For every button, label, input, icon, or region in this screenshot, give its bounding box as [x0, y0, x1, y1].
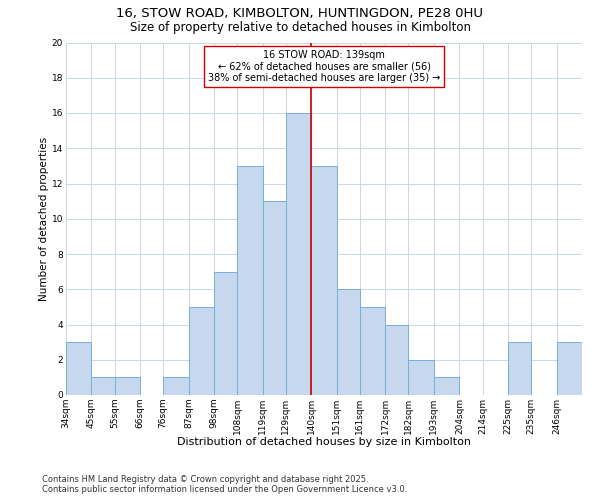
- Text: Contains HM Land Registry data © Crown copyright and database right 2025.
Contai: Contains HM Land Registry data © Crown c…: [42, 474, 407, 494]
- Bar: [508, 342, 531, 395]
- Text: 16 STOW ROAD: 139sqm
← 62% of detached houses are smaller (56)
38% of semi-detac: 16 STOW ROAD: 139sqm ← 62% of detached h…: [208, 50, 440, 82]
- Y-axis label: Number of detached properties: Number of detached properties: [39, 136, 49, 301]
- Bar: [385, 324, 409, 395]
- Bar: [409, 360, 434, 395]
- Text: Size of property relative to detached houses in Kimbolton: Size of property relative to detached ho…: [130, 21, 470, 34]
- Bar: [360, 307, 385, 395]
- Bar: [163, 378, 188, 395]
- Text: 16, STOW ROAD, KIMBOLTON, HUNTINGDON, PE28 0HU: 16, STOW ROAD, KIMBOLTON, HUNTINGDON, PE…: [116, 8, 484, 20]
- Bar: [286, 113, 311, 395]
- Bar: [91, 378, 115, 395]
- Bar: [557, 342, 582, 395]
- Bar: [188, 307, 214, 395]
- Bar: [434, 378, 460, 395]
- Bar: [66, 342, 91, 395]
- Bar: [311, 166, 337, 395]
- Bar: [214, 272, 237, 395]
- X-axis label: Distribution of detached houses by size in Kimbolton: Distribution of detached houses by size …: [177, 437, 471, 447]
- Bar: [115, 378, 140, 395]
- Bar: [263, 201, 286, 395]
- Bar: [237, 166, 263, 395]
- Bar: [337, 289, 360, 395]
